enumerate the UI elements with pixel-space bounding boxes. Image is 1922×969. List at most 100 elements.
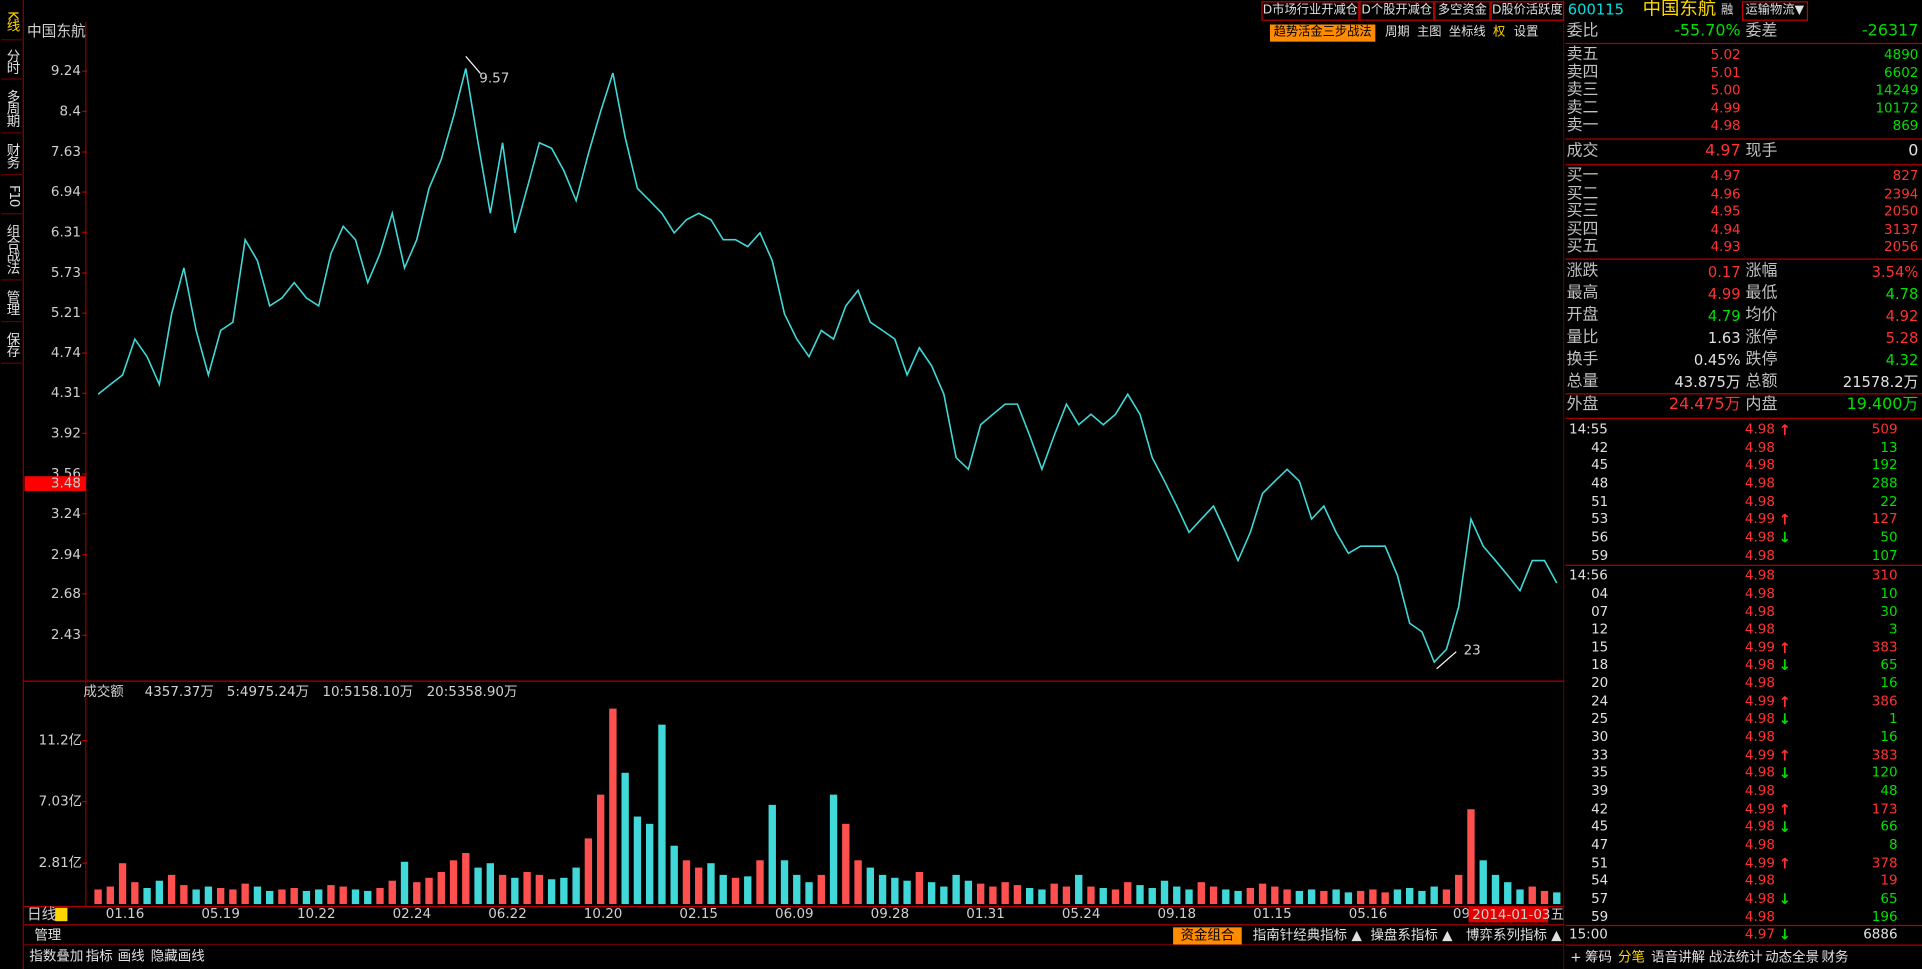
top-button[interactable]: D股价活跃度 bbox=[1490, 1, 1565, 21]
separator bbox=[1565, 258, 1922, 260]
panel-tab[interactable]: 动态全景 bbox=[1765, 949, 1820, 966]
volume-bar bbox=[584, 838, 593, 905]
x-tick-label: 02.24 bbox=[393, 906, 432, 922]
top-button[interactable]: 多空资金 bbox=[1434, 1, 1491, 21]
volume-bar bbox=[449, 860, 458, 905]
volume: 2056 bbox=[1884, 239, 1919, 256]
volume-bar bbox=[1124, 882, 1132, 905]
toolbar-item[interactable]: 设置 bbox=[1513, 25, 1539, 40]
panel-tab[interactable]: + bbox=[1570, 949, 1582, 966]
volume: 6602 bbox=[1884, 64, 1919, 81]
bottom-tool[interactable]: 指数叠加 bbox=[29, 948, 84, 965]
toolbar-item[interactable]: 权 bbox=[1493, 25, 1506, 40]
volume-bar bbox=[1369, 889, 1377, 905]
volume-bar bbox=[1001, 882, 1009, 905]
bottom-tab[interactable]: 博弈系列指标 ▲ bbox=[1466, 927, 1562, 944]
price-marker-label: 3.48 bbox=[51, 476, 81, 492]
y-tick-label: 3.24 bbox=[51, 506, 81, 522]
side-tab[interactable]: F10 bbox=[1, 179, 23, 215]
tick-time: 45 bbox=[1591, 457, 1609, 474]
bottom-tab[interactable]: 操盘系指标 ▲ bbox=[1370, 927, 1453, 944]
volume-bar bbox=[462, 853, 470, 905]
bottom-tab[interactable]: 指南针经典指标 ▲ bbox=[1252, 927, 1362, 944]
volume-bar bbox=[1271, 886, 1279, 905]
side-tab[interactable]: 组合战法 bbox=[1, 218, 23, 281]
bottom-tool[interactable]: 指标 bbox=[85, 948, 113, 965]
volume-bar bbox=[1087, 886, 1095, 905]
top-button[interactable]: D个股开减仓 bbox=[1359, 1, 1435, 21]
volume-bar bbox=[1136, 885, 1144, 905]
x-tick-label: 01.16 bbox=[106, 906, 145, 922]
volume-bar bbox=[1234, 890, 1242, 905]
value: 5.28 bbox=[1885, 329, 1919, 347]
side-tab[interactable]: 管理 bbox=[1, 284, 23, 323]
toolbar-item[interactable]: 坐标线 bbox=[1448, 25, 1486, 40]
volume-bar bbox=[964, 880, 973, 905]
volume-legend: 10:5158.10万 bbox=[322, 684, 413, 700]
separator bbox=[1565, 138, 1922, 140]
tick-volume: 65 bbox=[1880, 657, 1898, 674]
volume-bar bbox=[204, 886, 213, 905]
tick-arrow: ↑ bbox=[1778, 854, 1791, 872]
tick-arrow: ↑ bbox=[1778, 421, 1791, 439]
toolbar-item[interactable]: 周期 bbox=[1385, 25, 1410, 40]
tick-arrow: ↑ bbox=[1778, 639, 1791, 657]
label: 涨停 bbox=[1745, 328, 1778, 347]
volume-bar bbox=[192, 889, 200, 905]
side-tab[interactable]: 财务 bbox=[1, 137, 23, 176]
bottom-tool[interactable]: 隐藏画线 bbox=[150, 948, 205, 965]
panel-tab[interactable]: 财务 bbox=[1821, 949, 1849, 966]
side-tab[interactable]: K线 bbox=[1, 2, 23, 41]
annotation-arrow bbox=[1436, 651, 1457, 670]
x-tick-label: 06.09 bbox=[775, 906, 814, 922]
volume: 3137 bbox=[1884, 221, 1919, 238]
panel-tab[interactable]: 战法统计 bbox=[1708, 949, 1763, 966]
panel-tab[interactable]: 筹码 bbox=[1584, 949, 1612, 966]
tick-arrow: ↓ bbox=[1778, 657, 1791, 675]
volume-bar bbox=[560, 877, 568, 905]
tick-arrow: ↓ bbox=[1778, 818, 1791, 836]
toolbar-item[interactable]: 主图 bbox=[1417, 25, 1442, 40]
panel-tab[interactable]: 语音讲解 bbox=[1651, 949, 1706, 966]
label: 现手 bbox=[1745, 142, 1778, 161]
y-tick-label: 2.81亿 bbox=[39, 855, 82, 871]
volume-bar bbox=[1553, 892, 1561, 905]
tick-time: 24 bbox=[1591, 693, 1609, 709]
tick-price: 4.98 bbox=[1744, 567, 1775, 584]
toolbar-item[interactable]: 趋势活金三步战法 bbox=[1269, 24, 1376, 42]
tick-time: 59 bbox=[1591, 547, 1609, 563]
volume-bar bbox=[351, 889, 360, 905]
x-tick-label: 05.24 bbox=[1062, 906, 1101, 922]
tick-time: 15 bbox=[1591, 639, 1609, 656]
weekday: 五 bbox=[1551, 907, 1564, 923]
bottom-tab[interactable]: 资金组合 bbox=[1173, 927, 1242, 945]
volume-bar bbox=[143, 888, 151, 905]
volume-bar bbox=[572, 867, 580, 905]
tick-volume: 16 bbox=[1880, 675, 1898, 692]
volume-bar bbox=[903, 880, 911, 905]
side-tab[interactable]: 多周期 bbox=[1, 83, 23, 134]
tick-time: 35 bbox=[1591, 764, 1609, 781]
tick-volume: 48 bbox=[1880, 782, 1898, 799]
volume-bar bbox=[364, 890, 372, 905]
volume-bar bbox=[633, 816, 642, 905]
tick-time: 53 bbox=[1591, 511, 1609, 528]
volume-bar bbox=[1430, 886, 1438, 905]
volume: 869 bbox=[1892, 118, 1919, 135]
side-tab[interactable]: 保存 bbox=[1, 326, 23, 364]
volume-bar bbox=[1258, 883, 1267, 905]
top-button[interactable]: D市场行业开减仓 bbox=[1261, 1, 1360, 21]
volume-bar bbox=[376, 888, 384, 905]
x-tick-label: 05.19 bbox=[201, 906, 240, 922]
tick-volume: 6886 bbox=[1863, 926, 1898, 943]
side-tab[interactable]: 分时 bbox=[1, 44, 23, 80]
volume-bar bbox=[952, 874, 960, 905]
panel-tab[interactable]: 分笔 bbox=[1618, 949, 1646, 966]
volume-bar bbox=[1455, 874, 1463, 905]
tick-volume: 288 bbox=[1871, 475, 1898, 492]
tick-arrow: ↓ bbox=[1778, 529, 1791, 547]
bottom-tool[interactable]: 画线 bbox=[117, 948, 145, 965]
volume-bar bbox=[253, 886, 262, 905]
volume-bar bbox=[719, 874, 727, 905]
